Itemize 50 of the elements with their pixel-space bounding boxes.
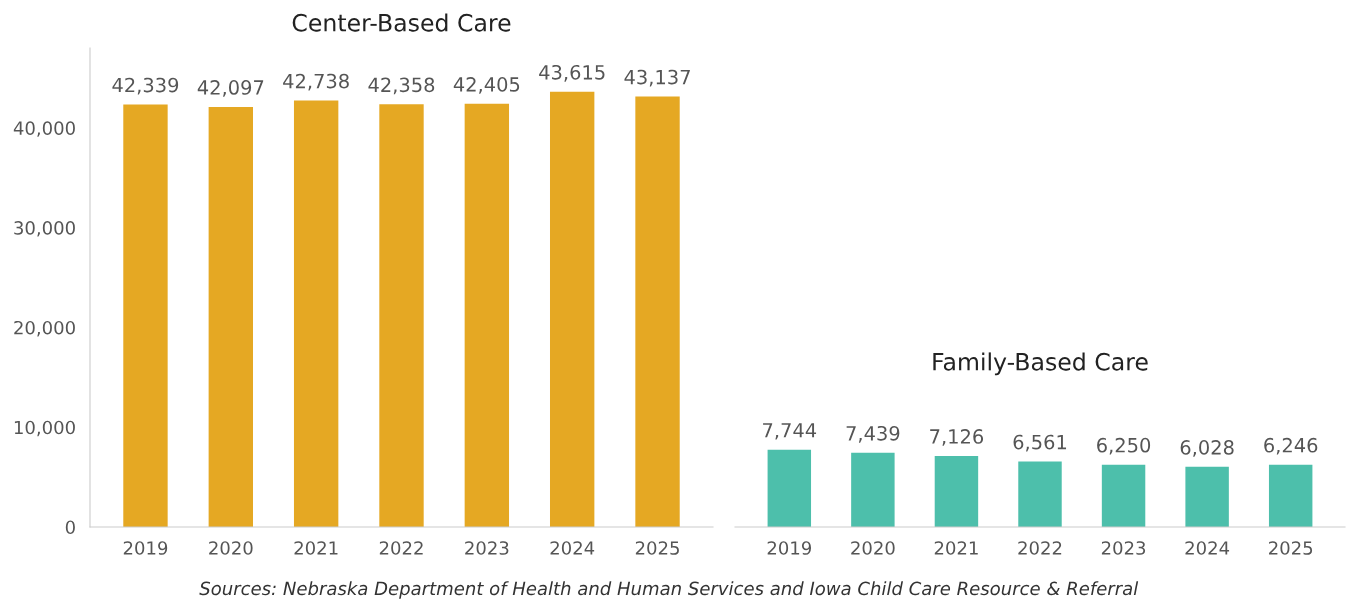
bar [464,103,510,527]
bar [1185,466,1229,527]
x-tick-label: 2020 [209,541,253,555]
data-label: 42,097 [197,80,264,97]
source-note: Sources: Nebraska Department of Health and Human Services and Iowa Child Care Resource & Referral [199,581,1139,599]
x-tick-label: 2020 [851,541,895,555]
y-tick-label: 10,000 [14,420,75,437]
bar [1101,464,1146,527]
bar [1018,461,1062,527]
data-label: 43,137 [624,69,690,87]
chart-title: Center-Based Care [292,13,511,32]
bar [550,91,595,527]
data-label: 6,250 [1097,437,1151,455]
bar [767,449,812,527]
x-tick-label: 2019 [123,541,168,555]
data-label: 6,561 [1013,434,1067,452]
x-tick-label: 2024 [550,541,595,555]
data-label: 42,358 [368,77,435,95]
bar [208,106,253,527]
bar [851,452,895,527]
bar [934,455,979,527]
data-label: 43,615 [539,64,605,82]
data-label: 7,744 [763,423,817,440]
x-tick-label: 2025 [635,541,679,555]
data-label: 42,405 [453,77,520,94]
x-tick-label: 2021 [934,541,978,555]
y-tick-label: 30,000 [14,221,75,237]
x-tick-label: 2022 [379,541,423,555]
x-tick-label: 2023 [465,541,509,555]
data-label: 42,339 [112,77,179,95]
bar [123,104,168,527]
y-tick-label: 0 [65,520,75,535]
x-tick-label: 2023 [1101,541,1146,555]
data-label: 7,439 [846,425,900,443]
chart-title: Family-Based Care [933,352,1148,376]
bar [635,96,680,527]
x-tick-label: 2022 [1018,541,1062,555]
x-tick-label: 2025 [1269,541,1313,555]
data-label: 42,738 [283,73,349,91]
data-label: 7,126 [930,429,984,446]
x-tick-label: 2019 [767,541,812,555]
bar [1268,464,1313,527]
x-tick-label: 2024 [1185,541,1230,555]
bar [293,100,339,527]
data-label: 6,028 [1180,440,1234,457]
bar [379,104,424,527]
y-tick-label: 40,000 [13,121,75,137]
x-tick-label: 2021 [294,541,338,555]
data-label: 6,246 [1264,437,1318,455]
y-tick-label: 20,000 [14,320,75,337]
